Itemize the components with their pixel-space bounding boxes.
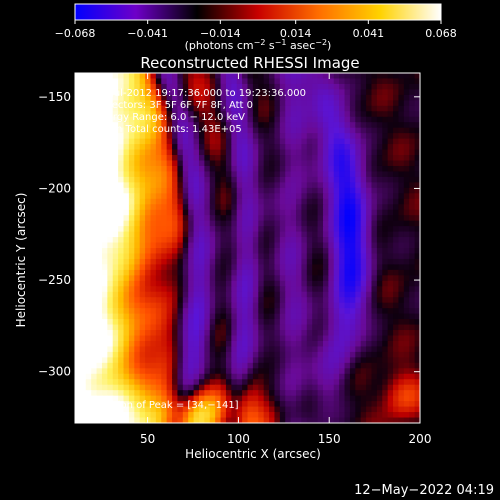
- colorbar-tick-label: −0.068: [55, 27, 96, 40]
- x-tick-label: 50: [140, 432, 155, 446]
- chart-title: Reconstructed RHESSI Image: [140, 54, 359, 72]
- colorbar-unit-label: (photons cm−2 s−1 asec−2): [185, 38, 332, 52]
- footer-timestamp: 12−May−2022 04:19: [354, 483, 494, 498]
- y-tick-label: −250: [38, 273, 71, 287]
- x-axis-label: Heliocentric X (arcsec): [185, 447, 321, 461]
- y-tick-label: −150: [38, 90, 71, 104]
- annotation-detectors: Detectors: 3F 5F 6F 7F 8F, Att 0: [94, 100, 253, 111]
- x-tick-label: 150: [318, 432, 341, 446]
- y-tick-label: −200: [38, 181, 71, 195]
- colorbar-tick-label: 0.068: [425, 27, 457, 40]
- y-tick-label: −300: [38, 365, 71, 379]
- annotation-time-range: 11-Jul-2012 19:17:36.000 to 19:23:36.000: [94, 88, 306, 99]
- heatmap-image: [75, 73, 420, 423]
- colorbar-tick-label: −0.041: [127, 27, 168, 40]
- y-axis-label: Heliocentric Y (arcsec): [14, 193, 28, 328]
- colorbar: [74, 3, 442, 21]
- annotation-energy-range: Energy Range: 6.0 − 12.0 keV: [94, 112, 245, 123]
- x-tick-label: 200: [409, 432, 432, 446]
- colorbar-tick-label: 0.041: [353, 27, 385, 40]
- peak-position-label: Position of Peak = [34,−141]: [94, 400, 239, 411]
- annotation-block: 11-Jul-2012 19:17:36.000 to 19:23:36.000…: [94, 88, 306, 135]
- colorbar-ticks: −0.068 −0.041 −0.014 0.014 0.041 0.068: [55, 20, 457, 40]
- colorbar-tick-label: −0.014: [200, 27, 241, 40]
- plot-frame: [74, 72, 421, 424]
- x-tick-label: 100: [227, 432, 250, 446]
- x-axis: 50 100 150 200: [140, 73, 431, 446]
- annotation-clean-counts: Clean Total counts: 1.43E+05: [94, 124, 242, 135]
- colorbar-tick-label: 0.014: [280, 27, 312, 40]
- y-axis: −150 −200 −250 −300: [38, 90, 420, 379]
